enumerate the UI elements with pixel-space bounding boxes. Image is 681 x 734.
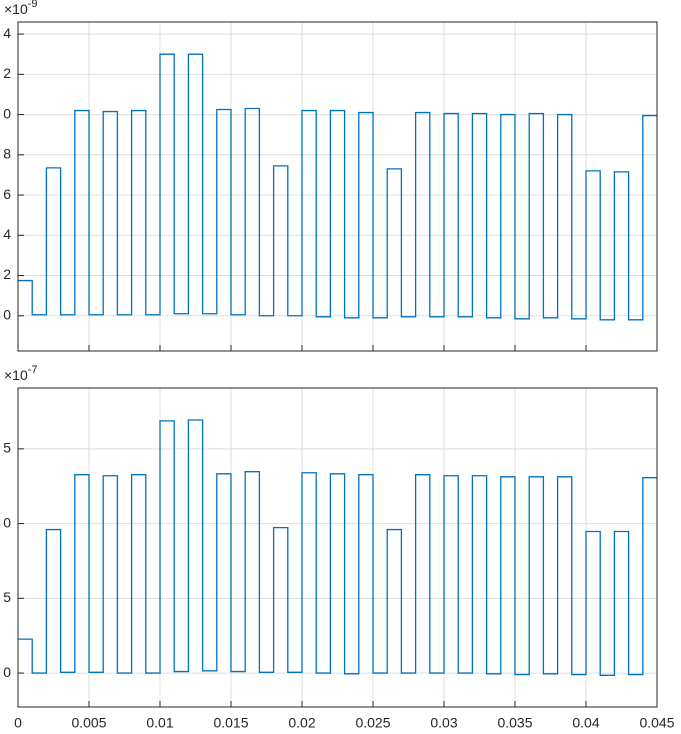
- y-tick-label: 4: [3, 226, 11, 242]
- axes-box: [17, 387, 658, 708]
- y-tick-label: 0: [3, 664, 11, 680]
- x-tick-label: 0.005: [71, 715, 106, 731]
- y-tick-label: 0: [3, 514, 11, 530]
- plot-area: [18, 388, 657, 707]
- y-tick-label: 2: [3, 266, 11, 282]
- x-tick-label: 0.04: [572, 715, 599, 731]
- x-tick-label: 0: [14, 715, 22, 731]
- exponent-power: -7: [28, 364, 38, 376]
- y-tick-label: 0: [3, 105, 11, 121]
- y-tick-label: 8: [3, 146, 11, 162]
- y-tick-label: 4: [3, 25, 11, 41]
- stairs-line: [18, 53, 657, 321]
- exponent-base: ×10: [4, 367, 28, 383]
- x-tick-label: 0.045: [639, 715, 674, 731]
- y-tick-label: 2: [3, 65, 11, 81]
- axes: 0 2 4 6 8 0 2 4 ×10-9: [3, 0, 658, 352]
- y-tick-label: 0: [3, 306, 11, 322]
- x-tick-label: 0.035: [497, 715, 532, 731]
- x-tick-label: 0.02: [288, 715, 315, 731]
- y-exponent: ×10-9: [4, 0, 38, 17]
- x-tick-label: 0.03: [430, 715, 457, 731]
- stairs-line: [18, 419, 657, 676]
- exponent-power: -9: [28, 0, 38, 10]
- y-tick-label: 5: [3, 440, 11, 456]
- y-exponent: ×10-7: [4, 364, 38, 383]
- axes-box: [17, 21, 658, 352]
- y-tick-label: 6: [3, 186, 11, 202]
- x-tick-label: 0.015: [213, 715, 248, 731]
- exponent-base: ×10: [4, 1, 28, 17]
- axes: 0 0.005 0.01 0.015 0.02 0.025 0.03 0.035 0.04 0.0…: [3, 364, 675, 731]
- y-tick-label: 5: [3, 589, 11, 605]
- x-tick-label: 0.025: [355, 715, 390, 731]
- plot-area: [18, 22, 657, 351]
- x-tick-label: 0.01: [146, 715, 173, 731]
